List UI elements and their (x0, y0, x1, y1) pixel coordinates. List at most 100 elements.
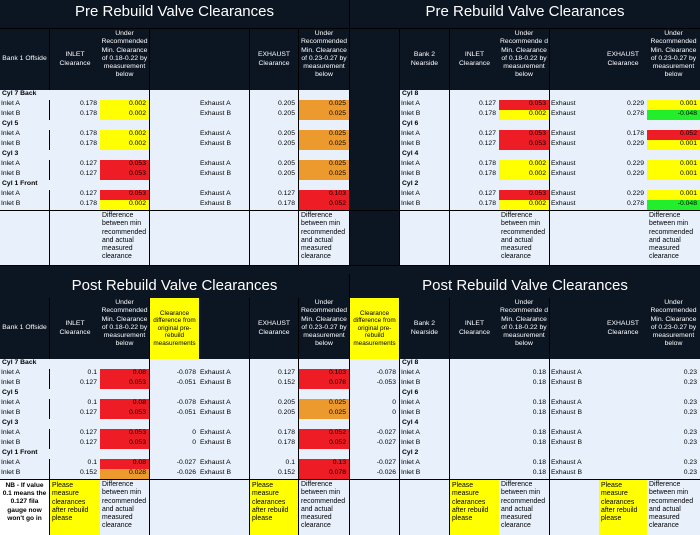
under-inlet-value: 0.053 (499, 100, 549, 110)
under-inlet-value: 0.053 (499, 190, 549, 200)
row-cell (299, 180, 349, 190)
divider-cell (350, 170, 399, 180)
valve-label: Inlet B (0, 469, 49, 479)
row-cell (299, 150, 349, 160)
row-cell (450, 419, 499, 429)
inlet-clearance-value: 0.18 (450, 429, 549, 439)
under-inlet-value: 0.002 (100, 200, 149, 210)
inlet-clearance-value: 0.1 (50, 399, 100, 409)
exhaust-clearance-value: 0.229 (599, 170, 647, 180)
under-inlet-value: 0.053 (100, 429, 149, 439)
under-exhaust-value: 0.23 (599, 429, 700, 439)
note-row-cell (350, 211, 399, 265)
exhaust-label: Exhaust A (550, 399, 599, 409)
row-cell (250, 120, 298, 130)
valve-label: Inlet A (400, 459, 449, 469)
exhaust-label: Exhaust (550, 200, 599, 210)
under-inlet-value: 0.002 (100, 100, 149, 110)
inlet-clearance-value: 0.178 (450, 170, 499, 180)
diff-value: -0.078 (150, 399, 199, 409)
row-cell (299, 389, 349, 399)
exhaust-clearance-header: EXHAUST Clearance (250, 29, 298, 90)
exhaust-label: Exhaust A (199, 429, 249, 439)
row-cell (100, 150, 149, 160)
exhaust-clearance-value: 0.205 (250, 140, 298, 150)
difference-note: Difference between min recommended and a… (499, 480, 549, 535)
row-cell (599, 389, 647, 399)
row-cell (299, 449, 349, 459)
inlet-clearance-value: 0.18 (450, 409, 549, 419)
under-exhaust-value: 0.23 (599, 409, 700, 419)
cylinder-label: Cyl 4 (400, 419, 449, 429)
under-inlet-value: 0.002 (499, 170, 549, 180)
row-cell (250, 150, 298, 160)
exhaust-clearance-value: 0.278 (599, 200, 647, 210)
row-cell (100, 389, 149, 399)
exhaust-label: Exhaust A (199, 459, 249, 469)
inlet-clearance-value: 0.127 (50, 429, 100, 439)
bank2-header: Bank 2 Nearside (400, 29, 449, 90)
under-inlet-value: 0.002 (499, 160, 549, 170)
divider-cell (350, 110, 399, 120)
bank2-header: Bank 2 Nearside (400, 298, 449, 359)
row-cell (250, 180, 298, 190)
under-exhaust-value: 0.078 (299, 379, 349, 389)
under-exhaust-value: 0.025 (299, 100, 349, 110)
row-cell (299, 120, 349, 130)
row-cell (647, 150, 700, 160)
row-cell (100, 90, 149, 100)
row-cell (199, 419, 249, 429)
inlet-clearance-value: 0.127 (450, 190, 499, 200)
under-exhaust-value: 0.025 (299, 409, 349, 419)
pre-title-bank2: Pre Rebuild Valve Clearances (350, 0, 700, 28)
under-inlet-value: 0.08 (100, 399, 149, 409)
header-blank (550, 29, 599, 90)
inlet-clearance-value: 0.127 (50, 170, 100, 180)
under-exhaust-value: 0.23 (599, 439, 700, 449)
cylinder-label: Cyl 5 (0, 389, 100, 399)
inlet-clearance-value: 0.18 (450, 369, 549, 379)
row-cell (150, 419, 199, 429)
section-spacer (0, 266, 700, 274)
nb-note: NB - If value 0.1 means the 0.127 fila g… (0, 480, 49, 535)
under-exhaust-value: 0.23 (599, 379, 700, 389)
row-cell (599, 150, 647, 160)
header-blank (199, 298, 249, 359)
row-cell (450, 180, 499, 190)
valve-label: Inlet A (0, 130, 49, 140)
row-cell (100, 449, 149, 459)
row-cell (550, 419, 599, 429)
inlet-clearance-value: 0.18 (450, 379, 549, 389)
row-cell (150, 90, 199, 100)
difference-note: Difference between min recommended and a… (647, 480, 700, 535)
row-cell (499, 419, 549, 429)
exhaust-clearance-header: EXHAUST Clearance (250, 298, 298, 359)
under-exhaust-value: 0.025 (299, 160, 349, 170)
exhaust-label: Exhaust (550, 100, 599, 110)
row-cell (199, 359, 249, 369)
valve-label: Inlet B (400, 379, 449, 389)
divider-cell (350, 160, 399, 170)
row-cell (250, 90, 298, 100)
under-inlet-value: 0.002 (499, 200, 549, 210)
exhaust-clearance-value: 0.205 (250, 100, 298, 110)
valve-label: Inlet B (400, 469, 449, 479)
valve-label: Inlet B (0, 110, 49, 120)
row-cell (499, 120, 549, 130)
exhaust-label: Exhaust (550, 130, 599, 140)
inlet-clearance-value: 0.18 (450, 399, 549, 409)
cylinder-label: Cyl 1 Front (0, 449, 100, 459)
row-cell (647, 90, 700, 100)
note-row-cell (450, 211, 499, 265)
exhaust-label: Exhaust B (550, 439, 599, 449)
under-exhaust-value: 0.23 (599, 399, 700, 409)
exhaust-clearance-value: 0.278 (599, 110, 647, 120)
row-cell (199, 150, 249, 160)
inlet-clearance-value: 0.178 (50, 100, 100, 110)
exhaust-label: Exhaust B (199, 140, 249, 150)
exhaust-clearance-value: 0.1 (250, 459, 298, 469)
row-cell (550, 120, 599, 130)
under-inlet-value: 0.053 (100, 170, 149, 180)
row-cell (450, 359, 499, 369)
exhaust-clearance-value: 0.178 (250, 429, 298, 439)
